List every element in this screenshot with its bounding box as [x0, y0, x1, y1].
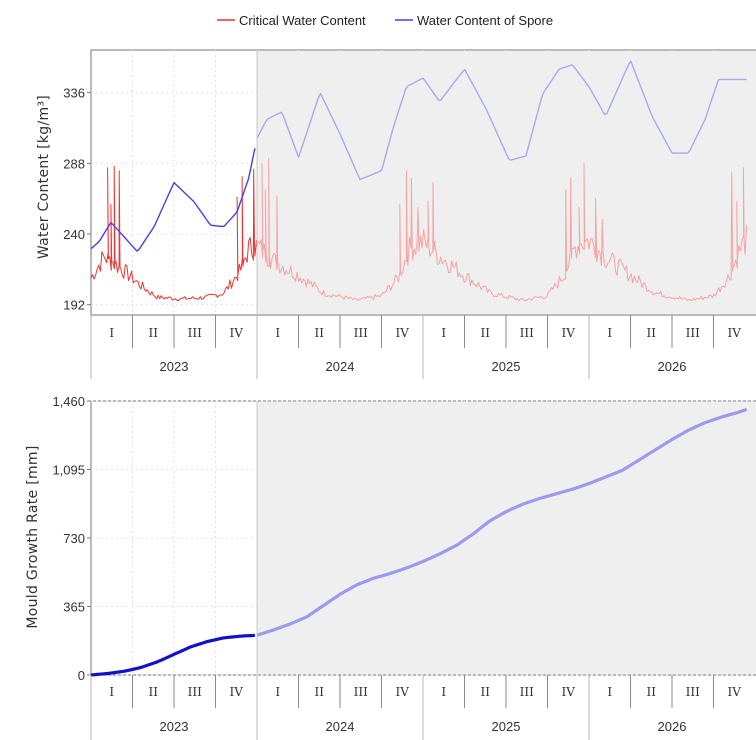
- quarter-label: IV: [230, 685, 244, 699]
- quarter-label: IV: [728, 685, 742, 699]
- y-tick-label: 1,095: [52, 463, 85, 478]
- y-tick-label: 0: [78, 668, 85, 683]
- quarter-label: IV: [396, 326, 410, 340]
- quarter-label: IV: [562, 326, 576, 340]
- quarter-label: II: [149, 326, 159, 340]
- y-tick-label: 730: [63, 531, 85, 546]
- mould-growth-plot: 0 365 730 1,095 1,460 Mould Growth Rate [mm]…: [25, 394, 756, 740]
- quarter-label: IV: [396, 685, 410, 699]
- quarter-label: I: [275, 685, 280, 699]
- quarter-label: III: [188, 685, 202, 699]
- quarter-label: II: [481, 326, 491, 340]
- year-label: 2026: [658, 359, 687, 374]
- quarter-label: II: [315, 326, 325, 340]
- critical-water-content-line-projected: [257, 158, 748, 302]
- quarter-label: III: [354, 326, 368, 340]
- quarter-label: IV: [562, 685, 576, 699]
- top-plot-shaded-area: [257, 51, 756, 314]
- quarter-label: I: [109, 326, 114, 340]
- quarter-label: I: [275, 326, 280, 340]
- quarter-label: III: [686, 326, 700, 340]
- quarter-label: III: [520, 326, 534, 340]
- y-tick-label: 192: [63, 298, 85, 313]
- quarter-label: II: [647, 326, 657, 340]
- quarter-label: III: [188, 326, 202, 340]
- quarter-label: II: [647, 685, 657, 699]
- year-label: 2024: [326, 359, 355, 374]
- quarter-label: III: [686, 685, 700, 699]
- water-content-of-spore-line-projected: [256, 60, 747, 181]
- water-content-of-spore-series: [90, 60, 747, 252]
- quarter-label: III: [354, 685, 368, 699]
- legend: Critical Water Content Water Content of …: [217, 13, 553, 28]
- y-tick-label: 365: [63, 600, 85, 615]
- critical-water-content-line-highlighted: [90, 165, 257, 302]
- year-label: 2025: [492, 719, 521, 734]
- year-label: 2023: [160, 719, 189, 734]
- quarter-label: I: [441, 326, 446, 340]
- top-y-axis-title: Water Content [kg/m³]: [36, 95, 52, 259]
- quarter-label: III: [520, 685, 534, 699]
- quarter-label: I: [607, 326, 612, 340]
- year-label: 2024: [326, 719, 355, 734]
- bottom-y-axis-title: Mould Growth Rate [mm]: [25, 445, 41, 628]
- legend-label-critical: Critical Water Content: [239, 13, 366, 28]
- y-tick-label: 288: [63, 156, 85, 171]
- y-tick-label: 1,460: [52, 394, 85, 409]
- year-label: 2025: [492, 359, 521, 374]
- critical-water-content-series: [90, 158, 748, 302]
- mould-growth-line-highlighted: [90, 633, 256, 677]
- quarter-label: II: [481, 685, 491, 699]
- quarter-label: IV: [230, 326, 244, 340]
- mould-growth-series: [90, 407, 748, 677]
- bottom-y-axis-ticks: 0 365 730 1,095 1,460: [52, 394, 91, 683]
- bottom-plot-shaded-area: [257, 402, 756, 674]
- quarter-label: IV: [728, 326, 742, 340]
- mould-growth-line-projected: [256, 407, 748, 637]
- quarter-label: II: [149, 685, 159, 699]
- year-label: 2026: [658, 719, 687, 734]
- quarter-label: I: [109, 685, 114, 699]
- water-content-of-spore-line-highlighted: [90, 148, 256, 252]
- quarter-label: I: [441, 685, 446, 699]
- legend-label-spore: Water Content of Spore: [417, 13, 553, 28]
- quarter-label: I: [607, 685, 612, 699]
- y-tick-label: 336: [63, 86, 85, 101]
- top-y-axis-ticks: 192 240 288 336: [63, 86, 91, 313]
- y-tick-label: 240: [63, 227, 85, 242]
- quarter-label: II: [315, 685, 325, 699]
- year-label: 2023: [160, 359, 189, 374]
